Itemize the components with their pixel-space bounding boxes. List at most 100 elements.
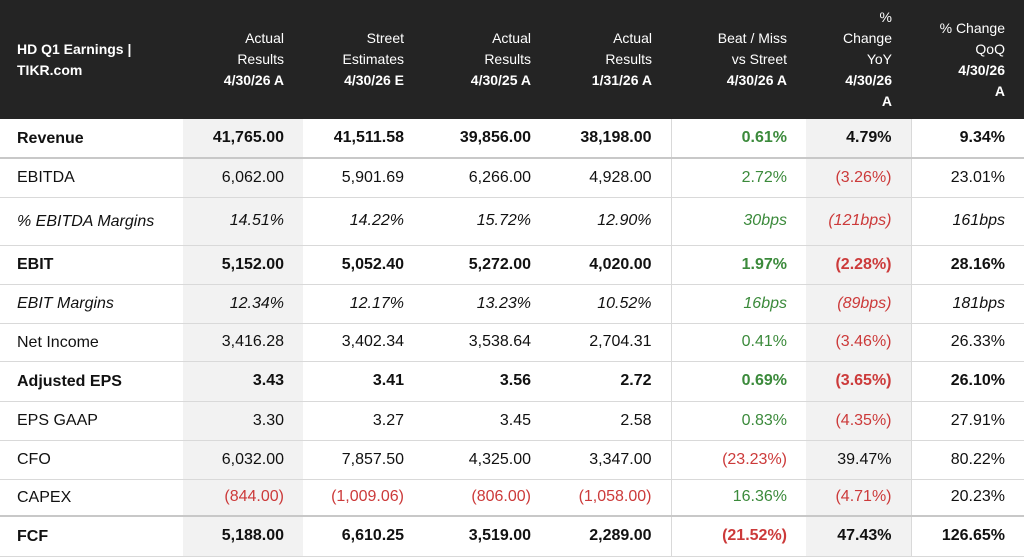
- column-header-4: Actual Results 1/31/26 A: [550, 0, 671, 119]
- cell-value: 3.30: [183, 401, 303, 441]
- column-header-text: YoY: [866, 51, 892, 67]
- cell-value: 126.65%: [911, 516, 1024, 557]
- cell-value: 6,032.00: [183, 440, 303, 480]
- column-header-date: 4/30/26 A: [223, 72, 284, 88]
- cell-value: 41,765.00: [183, 119, 303, 159]
- table-row: FCF 5,188.00 6,610.25 3,519.00 2,289.00 (21.5…: [0, 516, 1024, 557]
- cell-value: 0.61%: [671, 119, 806, 159]
- cell-value: 4,325.00: [423, 440, 550, 480]
- cell-value: 6,062.00: [183, 158, 303, 198]
- column-header-5: Beat / Miss vs Street 4/30/26 A: [671, 0, 806, 119]
- cell-value: (3.26%): [806, 158, 912, 198]
- row-label: Net Income: [0, 323, 183, 362]
- cell-value: 1.97%: [671, 245, 806, 285]
- header-row: HD Q1 Earnings | TIKR.com Actual Results 4…: [0, 0, 1024, 119]
- row-label: EBIT Margins: [0, 284, 183, 324]
- table-row: Net Income 3,416.28 3,402.34 3,538.64 2,704.…: [0, 323, 1024, 362]
- cell-value: 12.34%: [183, 284, 303, 324]
- cell-value: 9.34%: [911, 119, 1024, 159]
- column-header-text: %: [879, 9, 892, 25]
- table-row: CFO 6,032.00 7,857.50 4,325.00 3,347.00 (23.2…: [0, 440, 1024, 480]
- cell-value: 16bps: [671, 284, 806, 324]
- column-header-7: % Change QoQ 4/30/26 A: [911, 0, 1024, 119]
- cell-value: 20.23%: [911, 479, 1024, 517]
- cell-value: (806.00): [423, 479, 550, 517]
- cell-value: 13.23%: [423, 284, 550, 324]
- cell-value: 5,188.00: [183, 516, 303, 557]
- cell-value: 0.41%: [671, 323, 806, 362]
- cell-value: (89bps): [806, 284, 912, 324]
- table-row: EPS GAAP 3.30 3.27 3.45 2.58 0.83% (4.35%) 27.9…: [0, 401, 1024, 441]
- cell-value: 10.52%: [550, 284, 672, 324]
- row-label: Adjusted EPS: [0, 361, 183, 402]
- cell-value: 6,266.00: [423, 158, 550, 198]
- cell-value: (21.52%): [671, 516, 806, 557]
- row-label: Revenue: [0, 119, 183, 159]
- cell-value: 26.10%: [911, 361, 1024, 402]
- column-header-text: Results: [237, 51, 284, 67]
- column-header-date: 4/30/26 E: [344, 72, 404, 88]
- cell-value: 161bps: [911, 197, 1024, 246]
- title-line-2: TIKR.com: [17, 61, 83, 78]
- cell-value: (1,009.06): [303, 479, 423, 517]
- cell-value: 2.72%: [671, 158, 806, 198]
- table-row: CAPEX (844.00) (1,009.06) (806.00) (1,058.00…: [0, 479, 1024, 517]
- row-label: EPS GAAP: [0, 401, 183, 441]
- column-header-text: vs Street: [731, 51, 787, 67]
- cell-value: 4,928.00: [550, 158, 672, 198]
- column-header-2: Street Estimates 4/30/26 E: [303, 0, 423, 119]
- cell-value: 16.36%: [671, 479, 806, 517]
- cell-value: (23.23%): [671, 440, 806, 480]
- title-line-1: HD Q1 Earnings |: [17, 40, 132, 57]
- cell-value: 3.43: [183, 361, 303, 402]
- row-label: CAPEX: [0, 479, 183, 517]
- cell-value: (121bps): [806, 197, 912, 246]
- cell-value: 14.22%: [303, 197, 423, 246]
- cell-value: 41,511.58: [303, 119, 423, 159]
- cell-value: 15.72%: [423, 197, 550, 246]
- column-header-text: Results: [484, 51, 531, 67]
- cell-value: 47.43%: [806, 516, 912, 557]
- cell-value: 28.16%: [911, 245, 1024, 285]
- cell-value: 5,052.40: [303, 245, 423, 285]
- column-header-date-suffix: A: [994, 82, 1005, 99]
- cell-value: 2,289.00: [550, 516, 672, 557]
- cell-value: 26.33%: [911, 323, 1024, 362]
- cell-value: 12.17%: [303, 284, 423, 324]
- column-header-text: Actual: [613, 30, 652, 46]
- column-header-date: 4/30/25 A: [470, 72, 531, 88]
- row-label: FCF: [0, 516, 183, 557]
- column-header-text: Results: [605, 51, 652, 67]
- table-body: Revenue 41,765.00 41,511.58 39,856.00 38,198…: [0, 119, 1024, 557]
- cell-value: (844.00): [183, 479, 303, 517]
- cell-value: 181bps: [911, 284, 1024, 324]
- table-row: EBIT 5,152.00 5,052.40 5,272.00 4,020.00 1.97…: [0, 245, 1024, 285]
- cell-value: 3,347.00: [550, 440, 672, 480]
- cell-value: 30bps: [671, 197, 806, 246]
- table-row: % EBITDA Margins 14.51% 14.22% 15.72% 12.90%…: [0, 197, 1024, 246]
- cell-value: 2,704.31: [550, 323, 672, 362]
- column-header-text: Street: [366, 30, 404, 46]
- row-label: EBIT: [0, 245, 183, 285]
- column-header-text: Beat / Miss: [717, 30, 787, 46]
- cell-value: 3,416.28: [183, 323, 303, 362]
- column-header-text: Estimates: [342, 51, 404, 67]
- cell-value: (3.65%): [806, 361, 912, 402]
- cell-value: 7,857.50: [303, 440, 423, 480]
- cell-value: 38,198.00: [550, 119, 672, 159]
- table-row: Adjusted EPS 3.43 3.41 3.56 2.72 0.69% (3.65%)…: [0, 361, 1024, 402]
- cell-value: 3.27: [303, 401, 423, 441]
- cell-value: 0.69%: [671, 361, 806, 402]
- column-header-text: QoQ: [975, 40, 1005, 57]
- table-header: HD Q1 Earnings | TIKR.com Actual Results 4…: [0, 0, 1024, 119]
- cell-value: 39.47%: [806, 440, 912, 480]
- cell-value: 14.51%: [183, 197, 303, 246]
- row-label: CFO: [0, 440, 183, 480]
- row-label: % EBITDA Margins: [0, 197, 183, 246]
- cell-value: (1,058.00): [550, 479, 672, 517]
- cell-value: 3,538.64: [423, 323, 550, 362]
- column-header-date: 4/30/26: [958, 61, 1005, 78]
- cell-value: 27.91%: [911, 401, 1024, 441]
- column-header-text: Actual: [492, 30, 531, 46]
- cell-value: 4,020.00: [550, 245, 672, 285]
